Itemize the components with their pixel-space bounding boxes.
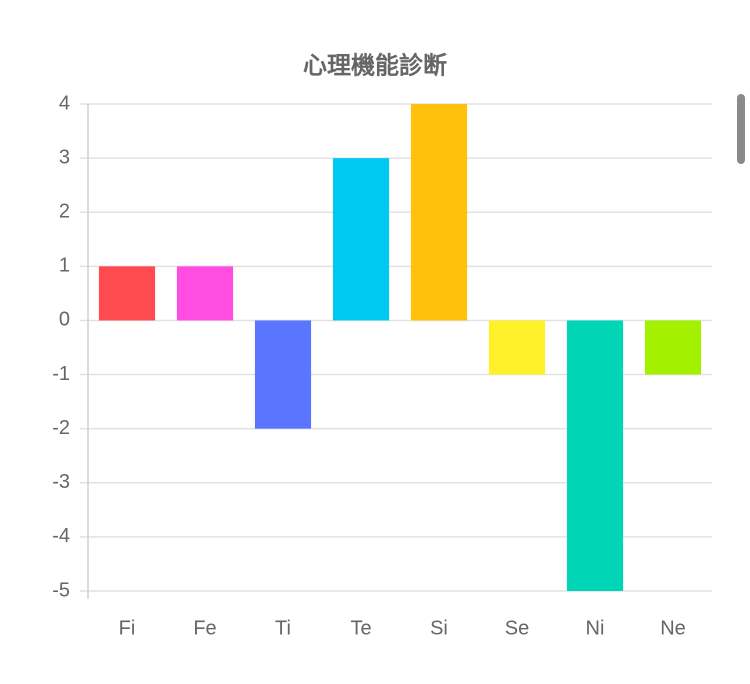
y-tick-label: -2: [52, 417, 70, 439]
x-tick-label: Ti: [275, 617, 291, 639]
y-tick-label: -5: [52, 579, 70, 601]
y-tick-label: -4: [52, 525, 70, 547]
x-tick-label: Ne: [660, 617, 686, 639]
y-tick-label: 0: [59, 309, 70, 331]
y-tick-label: -1: [52, 363, 70, 385]
bar: [410, 104, 468, 321]
x-tick-label: Fi: [119, 617, 136, 639]
y-tick-label: -3: [52, 471, 70, 493]
bar: [488, 320, 546, 375]
y-tick-label: 4: [59, 92, 70, 114]
y-tick-label: 3: [59, 146, 70, 168]
y-tick-label: 2: [59, 201, 70, 223]
x-tick-label: Si: [430, 617, 448, 639]
scrollbar[interactable]: [737, 94, 745, 164]
chart-title: 心理機能診断: [303, 51, 447, 79]
x-tick-label: Ni: [586, 617, 605, 639]
y-tick-label: 1: [59, 255, 70, 277]
bar: [98, 266, 156, 321]
x-tick-label: Se: [505, 617, 529, 639]
bar: [176, 266, 234, 321]
bar: [332, 158, 390, 321]
x-tick-label: Fe: [193, 617, 216, 639]
bar: [566, 320, 624, 591]
bar: [644, 320, 702, 375]
bar: [254, 320, 312, 429]
x-tick-label: Te: [350, 617, 371, 639]
